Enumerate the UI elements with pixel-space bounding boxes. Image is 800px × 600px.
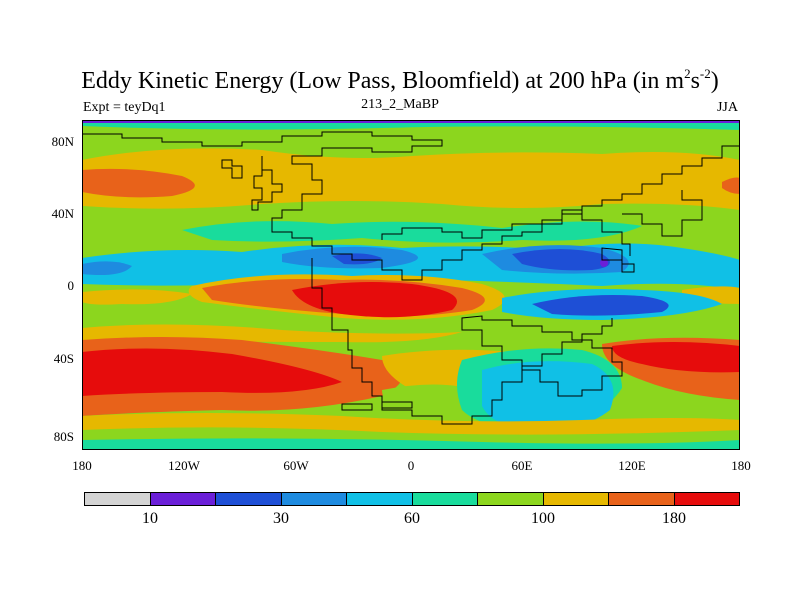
colorbar-label-30: 30 bbox=[273, 510, 289, 527]
lon-tick-180e: 180 bbox=[731, 458, 751, 473]
colorbar-label-60: 60 bbox=[404, 510, 420, 527]
lat-tick-80s: 80S bbox=[53, 429, 74, 444]
map-frame bbox=[82, 120, 740, 450]
colorbar-swatch-3 bbox=[281, 493, 347, 505]
north-orange-patch-west bbox=[82, 168, 195, 198]
experiment-label: Expt = teyDq1 bbox=[83, 100, 166, 115]
colorbar-swatch-9 bbox=[674, 493, 739, 505]
south-blue-patch bbox=[482, 361, 614, 432]
blue-core-indian-ocean bbox=[532, 295, 669, 316]
mid-teal-band bbox=[182, 221, 642, 243]
colorbar bbox=[84, 492, 740, 506]
blue-core-asia bbox=[512, 249, 610, 271]
coastlines bbox=[82, 131, 740, 425]
colorbar-label-180: 180 bbox=[662, 510, 686, 527]
colorbar-swatch-6 bbox=[478, 493, 544, 505]
lat-tick-80n: 80N bbox=[51, 134, 74, 149]
colorbar-label-10: 10 bbox=[142, 510, 158, 527]
lon-tick-60e: 60E bbox=[511, 458, 533, 473]
colorbar-swatch-0 bbox=[85, 493, 151, 505]
lon-tick-0: 0 bbox=[407, 458, 415, 473]
lon-tick-120e: 120E bbox=[618, 458, 646, 473]
north-yellow-band bbox=[82, 148, 740, 210]
equatorial-red-core bbox=[292, 282, 457, 318]
lon-tick-60w: 60W bbox=[283, 458, 309, 473]
colorbar-swatch-4 bbox=[347, 493, 413, 505]
case-label: 213_2_MaBP bbox=[361, 97, 439, 112]
map-title: Eddy Kinetic Energy (Low Pass, Bloomfiel… bbox=[81, 66, 719, 94]
lat-tick-0: 0 bbox=[67, 278, 75, 293]
colorbar-swatch-7 bbox=[543, 493, 609, 505]
colorbar-label-100: 100 bbox=[531, 510, 555, 527]
lon-tick-120w: 120W bbox=[168, 458, 200, 473]
lat-tick-40s: 40S bbox=[53, 351, 74, 366]
colorbar-swatch-2 bbox=[216, 493, 282, 505]
season-label: JJA bbox=[716, 100, 738, 115]
eke-contour-map bbox=[82, 120, 740, 450]
colorbar-swatch-1 bbox=[150, 493, 216, 505]
lon-tick-180w: 180 bbox=[72, 458, 92, 473]
colorbar-swatch-5 bbox=[412, 493, 478, 505]
colorbar-swatch-8 bbox=[609, 493, 675, 505]
south-red-band bbox=[82, 348, 342, 396]
lat-tick-40n: 40N bbox=[51, 206, 74, 221]
